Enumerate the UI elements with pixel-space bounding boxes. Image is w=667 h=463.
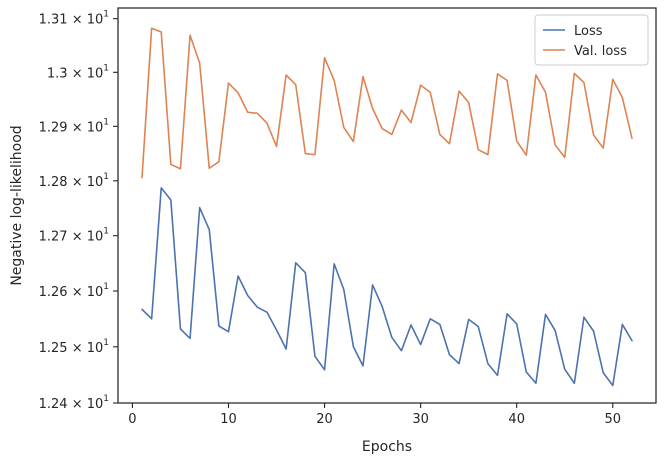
x-tick-label: 0: [128, 412, 136, 427]
y-tick-label-mantissa: 1.31: [39, 13, 68, 28]
y-tick-label-times: × 10: [68, 285, 104, 300]
x-tick-label: 30: [412, 412, 429, 427]
x-axis-label: Epochs: [362, 439, 412, 455]
y-tick-label-times: × 10: [68, 230, 104, 245]
y-tick-label-exponent: 1: [103, 227, 109, 237]
y-tick-label: 1.27 × 101: [39, 227, 109, 245]
y-tick-label: 1.28 × 101: [39, 172, 109, 190]
y-tick-label: 1.29 × 101: [39, 117, 109, 135]
y-tick-label-times: × 10: [68, 120, 104, 135]
y-tick-label: 1.26 × 101: [39, 282, 109, 300]
y-tick-label-mantissa: 1.24: [39, 397, 68, 412]
y-tick-label-exponent: 1: [103, 394, 109, 404]
legend-box: [534, 14, 649, 66]
plot-area: [141, 27, 633, 387]
y-tick-label-times: × 10: [68, 66, 104, 81]
y-tick-label-mantissa: 1.25: [39, 341, 68, 356]
y-tick-label: 1.3 × 101: [47, 63, 109, 81]
x-tick-label: 10: [220, 412, 237, 427]
y-tick-label: 1.25 × 101: [39, 338, 109, 356]
y-tick-label-mantissa: 1.28: [39, 175, 68, 190]
legend-entry-label: Loss: [574, 24, 603, 39]
y-tick-label-exponent: 1: [103, 338, 109, 348]
y-tick-label-exponent: 1: [103, 282, 109, 292]
y-tick-label-times: × 10: [68, 397, 104, 412]
series-line-loss: [141, 187, 633, 387]
y-tick-label: 1.31 × 101: [39, 10, 109, 28]
y-tick-label-exponent: 1: [103, 172, 109, 182]
x-tick-label: 20: [316, 412, 333, 427]
y-tick-label: 1.24 × 101: [39, 394, 109, 412]
series-line-val-loss: [141, 27, 633, 179]
y-tick-label-mantissa: 1.3: [47, 66, 68, 81]
y-tick-label-mantissa: 1.27: [39, 230, 68, 245]
y-tick-label-exponent: 1: [103, 10, 109, 20]
y-tick-label-times: × 10: [68, 341, 104, 356]
y-tick-label-times: × 10: [68, 175, 104, 190]
y-tick-label-times: × 10: [68, 13, 104, 28]
y-tick-label-mantissa: 1.29: [39, 120, 68, 135]
y-tick-label-exponent: 1: [103, 63, 109, 73]
x-tick-label: 40: [508, 412, 525, 427]
y-tick-label-exponent: 1: [103, 117, 109, 127]
x-tick-label: 50: [604, 412, 621, 427]
legend-entry-label: Val. loss: [574, 44, 627, 59]
legend: Loss Val. loss: [534, 14, 649, 66]
plot-frame: [117, 7, 657, 404]
x-axis-ticks: 0 10 20 30 40 50: [128, 403, 621, 427]
y-axis-label: Negative log-likelihood: [9, 125, 25, 285]
y-tick-label-mantissa: 1.26: [39, 285, 68, 300]
